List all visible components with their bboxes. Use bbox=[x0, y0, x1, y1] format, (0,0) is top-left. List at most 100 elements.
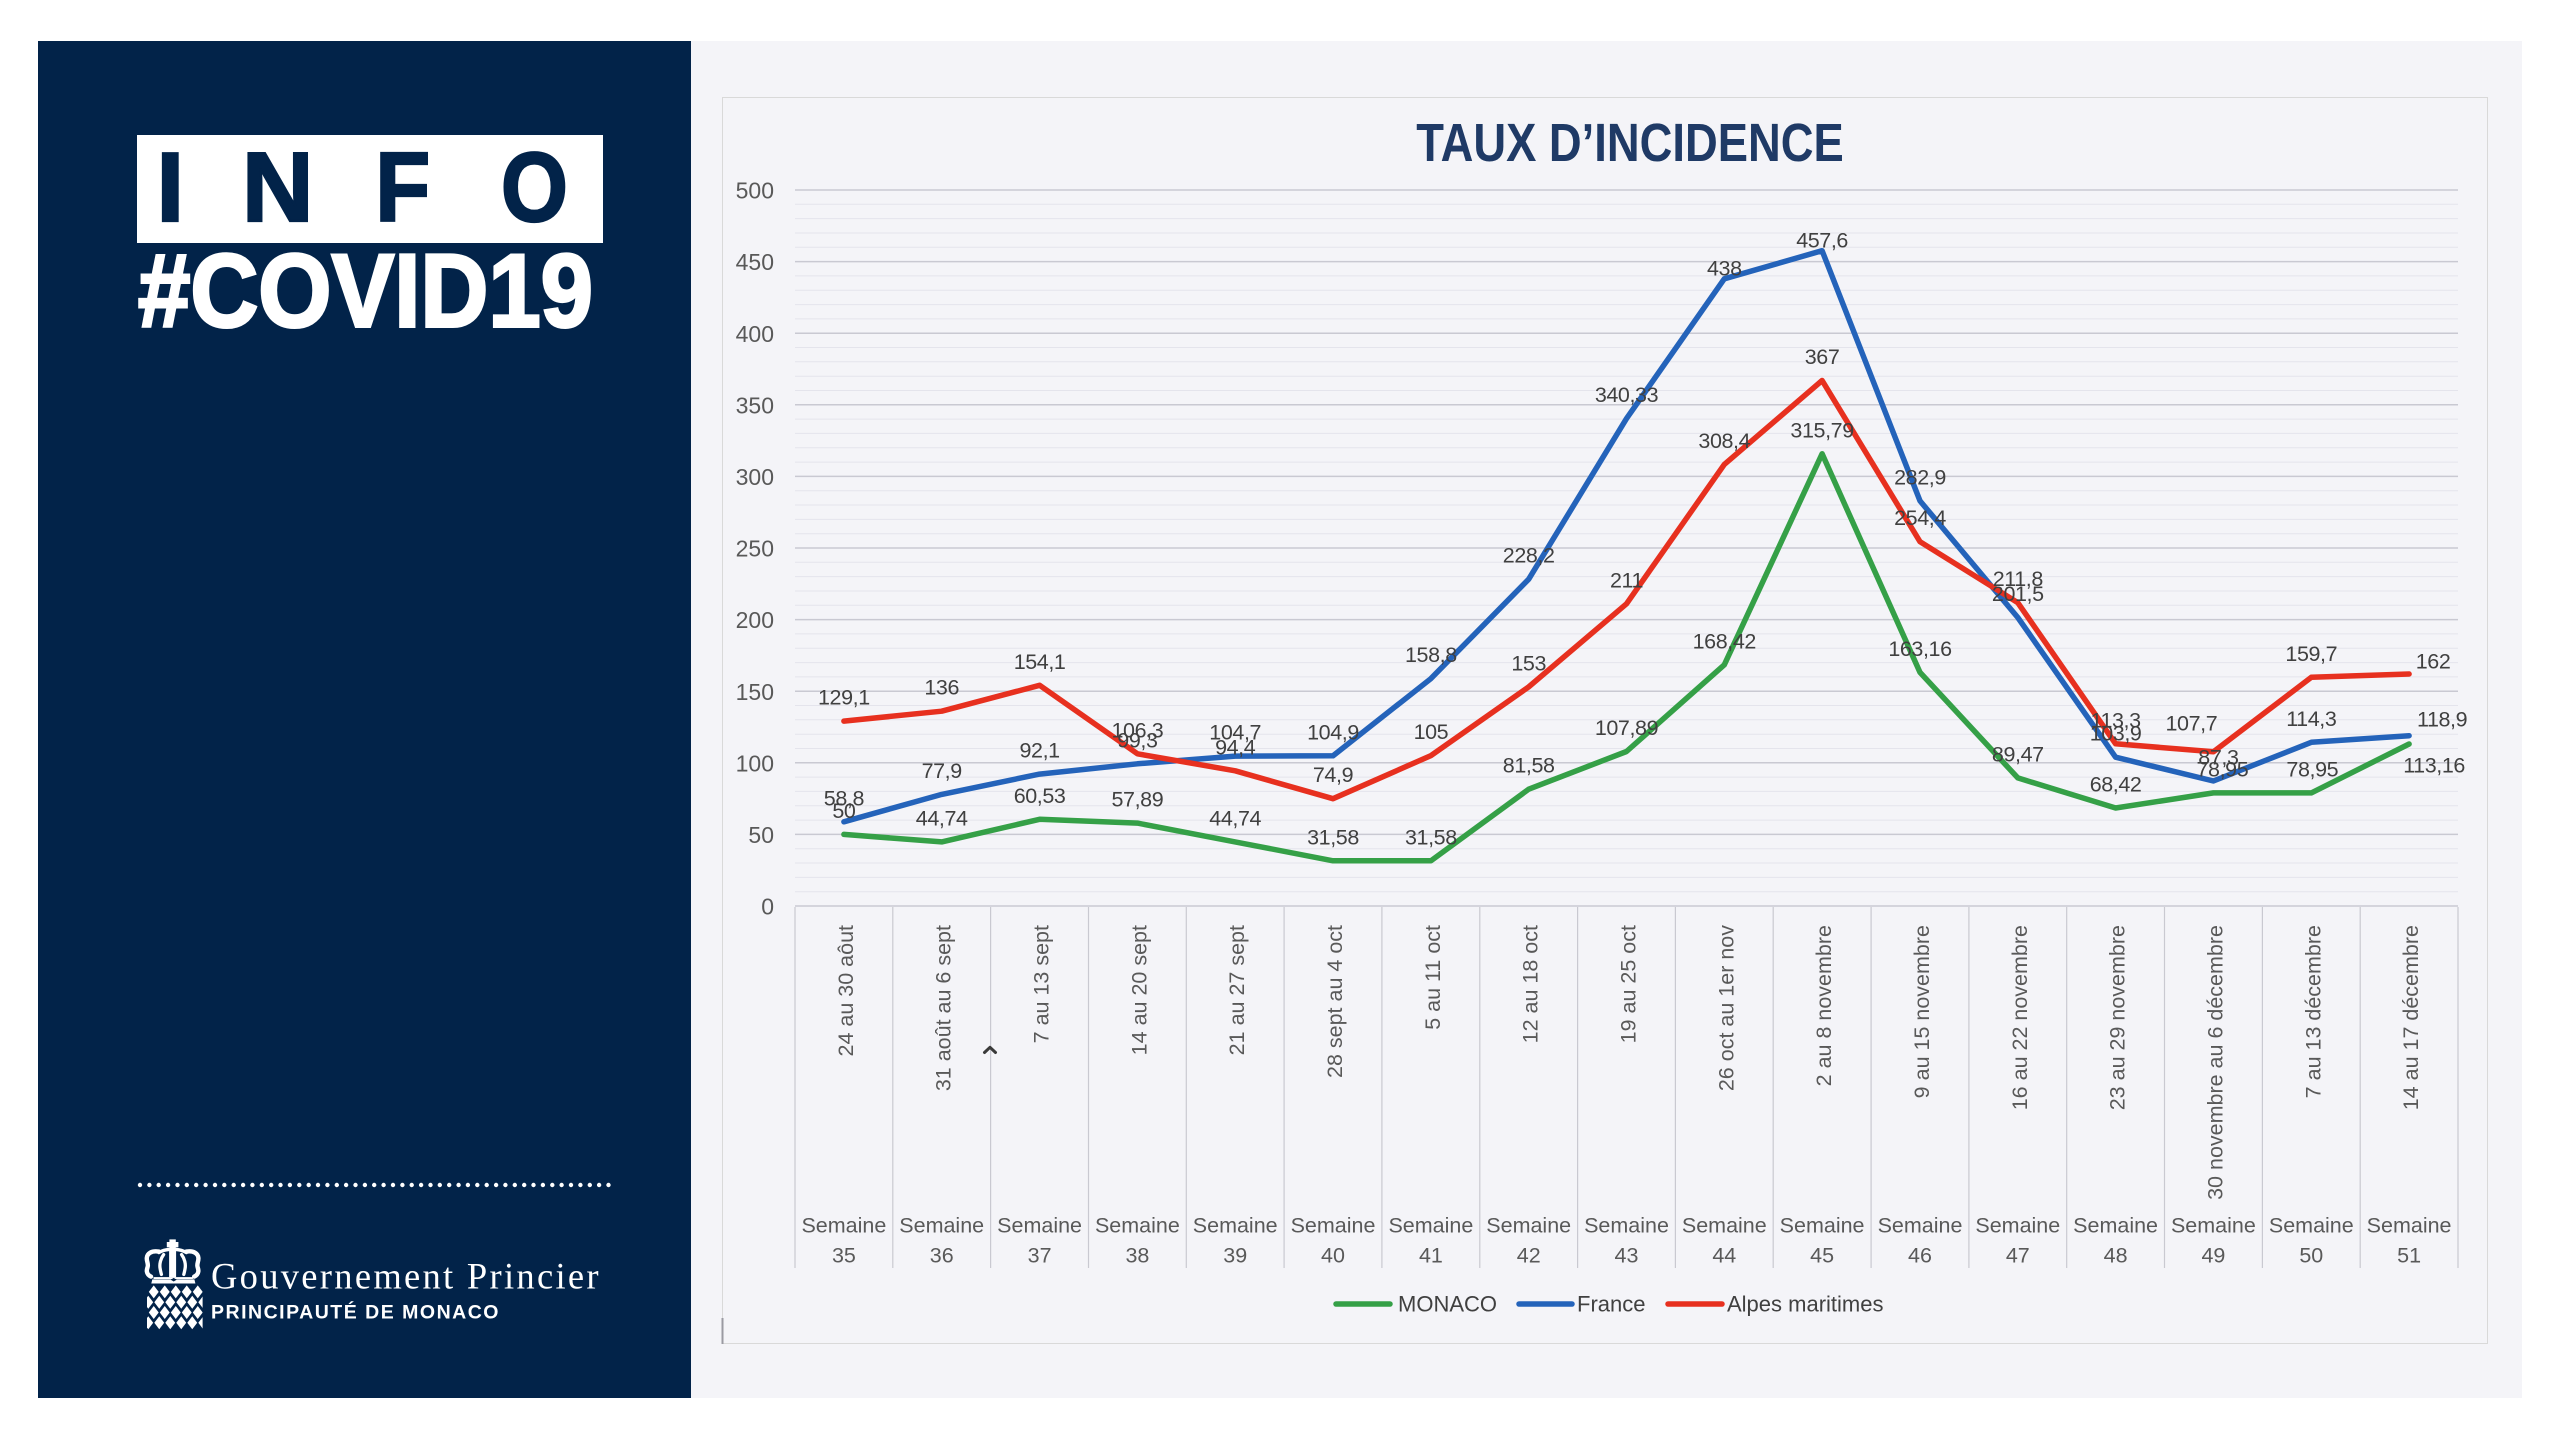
svg-text:50: 50 bbox=[832, 799, 856, 823]
svg-text:105: 105 bbox=[1414, 720, 1449, 744]
svg-text:99,3: 99,3 bbox=[1117, 728, 1158, 752]
svg-text:92,1: 92,1 bbox=[1019, 739, 1059, 763]
svg-text:438: 438 bbox=[1707, 257, 1742, 281]
svg-text:44,74: 44,74 bbox=[916, 806, 968, 830]
svg-text:350: 350 bbox=[736, 392, 774, 418]
svg-text:Semaine: Semaine bbox=[2171, 1213, 2256, 1237]
svg-text:31 août au 6 sept: 31 août au 6 sept bbox=[932, 925, 956, 1091]
svg-text:211: 211 bbox=[1610, 568, 1643, 592]
svg-text:MONACO: MONACO bbox=[1398, 1292, 1497, 1317]
svg-text:Semaine: Semaine bbox=[899, 1213, 984, 1237]
svg-text:38: 38 bbox=[1125, 1243, 1149, 1267]
svg-text:48: 48 bbox=[2104, 1243, 2128, 1267]
svg-text:0: 0 bbox=[761, 894, 774, 920]
svg-text:42: 42 bbox=[1517, 1243, 1541, 1267]
svg-text:O: O bbox=[501, 133, 568, 242]
svg-text:114,3: 114,3 bbox=[2286, 707, 2337, 731]
svg-text:31,58: 31,58 bbox=[1307, 825, 1359, 849]
svg-text:87,3: 87,3 bbox=[2198, 746, 2239, 770]
svg-text:254,4: 254,4 bbox=[1894, 506, 1946, 530]
svg-text:PRINCIPAUTÉ DE MONACO: PRINCIPAUTÉ DE MONACO bbox=[211, 1301, 500, 1324]
svg-text:Semaine: Semaine bbox=[1486, 1213, 1571, 1237]
svg-text:46: 46 bbox=[1908, 1243, 1932, 1267]
svg-text:150: 150 bbox=[736, 679, 774, 705]
svg-text:68,42: 68,42 bbox=[2090, 773, 2142, 797]
svg-text:77,9: 77,9 bbox=[922, 759, 962, 783]
svg-text:31,58: 31,58 bbox=[1405, 825, 1457, 849]
svg-text:Semaine: Semaine bbox=[801, 1213, 886, 1237]
svg-text:44: 44 bbox=[1712, 1243, 1736, 1267]
svg-text:136: 136 bbox=[924, 676, 959, 700]
svg-text:28 sept au 4 oct: 28 sept au 4 oct bbox=[1323, 925, 1347, 1078]
svg-text:457,6: 457,6 bbox=[1796, 229, 1848, 253]
svg-text:Semaine: Semaine bbox=[1193, 1213, 1278, 1237]
svg-text:14 au 17 décembre: 14 au 17 décembre bbox=[2399, 925, 2423, 1110]
svg-text:74,9: 74,9 bbox=[1313, 763, 1353, 787]
svg-text:#COVID19: #COVID19 bbox=[138, 234, 593, 350]
svg-text:36: 36 bbox=[930, 1243, 954, 1267]
svg-text:50: 50 bbox=[2299, 1243, 2323, 1267]
svg-text:129,1: 129,1 bbox=[818, 686, 870, 710]
svg-text:19 au 25 oct: 19 au 25 oct bbox=[1617, 925, 1641, 1043]
svg-text:40: 40 bbox=[1321, 1243, 1345, 1267]
svg-text:100: 100 bbox=[736, 750, 774, 776]
svg-text:5 au 11 oct: 5 au 11 oct bbox=[1421, 925, 1445, 1030]
svg-text:103,9: 103,9 bbox=[2090, 722, 2142, 746]
svg-text:107,7: 107,7 bbox=[2165, 712, 2217, 736]
svg-text:500: 500 bbox=[736, 178, 774, 204]
svg-text:300: 300 bbox=[736, 464, 774, 490]
svg-text:78,95: 78,95 bbox=[2196, 758, 2248, 782]
svg-text:41: 41 bbox=[1419, 1243, 1443, 1267]
svg-text:Gouvernement Princier: Gouvernement Princier bbox=[211, 1256, 601, 1297]
svg-text:Semaine: Semaine bbox=[1878, 1213, 1963, 1237]
svg-text:Semaine: Semaine bbox=[1975, 1213, 2060, 1237]
svg-text:49: 49 bbox=[2201, 1243, 2225, 1267]
svg-text:47: 47 bbox=[2006, 1243, 2030, 1267]
svg-text:106,3: 106,3 bbox=[1111, 718, 1163, 742]
svg-text:113,3: 113,3 bbox=[2090, 708, 2141, 732]
svg-text:282,9: 282,9 bbox=[1894, 465, 1946, 489]
svg-text:211,8: 211,8 bbox=[1993, 567, 2044, 591]
svg-text:340,33: 340,33 bbox=[1595, 383, 1659, 407]
svg-text:2 au 8 novembre: 2 au 8 novembre bbox=[1812, 925, 1836, 1086]
svg-text:Semaine: Semaine bbox=[2367, 1213, 2452, 1237]
svg-text:200: 200 bbox=[736, 607, 774, 633]
svg-text:315,79: 315,79 bbox=[1790, 418, 1853, 442]
svg-text:Semaine: Semaine bbox=[2269, 1213, 2354, 1237]
svg-text:51: 51 bbox=[2397, 1243, 2421, 1267]
svg-text:450: 450 bbox=[736, 249, 774, 275]
svg-text:14 au 20 sept: 14 au 20 sept bbox=[1127, 925, 1151, 1055]
svg-text:39: 39 bbox=[1223, 1243, 1247, 1267]
svg-text:367: 367 bbox=[1805, 345, 1840, 369]
svg-text:23 au 29 novembre: 23 au 29 novembre bbox=[2106, 925, 2130, 1110]
svg-text:Semaine: Semaine bbox=[1291, 1213, 1376, 1237]
svg-text:43: 43 bbox=[1615, 1243, 1639, 1267]
svg-text:I: I bbox=[156, 132, 184, 242]
svg-text:118,9: 118,9 bbox=[2417, 708, 2467, 732]
svg-text:Semaine: Semaine bbox=[1388, 1213, 1473, 1237]
svg-text:Semaine: Semaine bbox=[1584, 1213, 1669, 1237]
svg-text:162: 162 bbox=[2416, 650, 2451, 674]
svg-text:30 novembre au 6 décembre: 30 novembre au 6 décembre bbox=[2203, 925, 2227, 1200]
svg-text:Semaine: Semaine bbox=[1780, 1213, 1865, 1237]
svg-text:45: 45 bbox=[1810, 1243, 1834, 1267]
svg-text:78,95: 78,95 bbox=[2286, 758, 2338, 782]
svg-text:12 au 18 oct: 12 au 18 oct bbox=[1519, 925, 1543, 1043]
svg-text:Semaine: Semaine bbox=[1682, 1213, 1767, 1237]
svg-text:Semaine: Semaine bbox=[2073, 1213, 2158, 1237]
svg-text:107,89: 107,89 bbox=[1595, 716, 1658, 740]
svg-text:153: 153 bbox=[1511, 651, 1546, 675]
svg-text:35: 35 bbox=[832, 1243, 856, 1267]
svg-text:60,53: 60,53 bbox=[1014, 784, 1066, 808]
svg-text:228,2: 228,2 bbox=[1503, 544, 1555, 568]
svg-text:F: F bbox=[375, 132, 430, 241]
svg-text:89,47: 89,47 bbox=[1992, 742, 2044, 766]
svg-text:50: 50 bbox=[748, 822, 774, 848]
svg-text:Semaine: Semaine bbox=[1095, 1213, 1180, 1237]
svg-text:44,74: 44,74 bbox=[1209, 806, 1261, 830]
svg-text:81,58: 81,58 bbox=[1503, 754, 1555, 778]
svg-text:N: N bbox=[242, 132, 314, 241]
svg-text:7 au 13 sept: 7 au 13 sept bbox=[1030, 925, 1054, 1043]
svg-text:9 au 15 novembre: 9 au 15 novembre bbox=[1910, 925, 1934, 1098]
svg-text:159,7: 159,7 bbox=[2285, 642, 2337, 666]
